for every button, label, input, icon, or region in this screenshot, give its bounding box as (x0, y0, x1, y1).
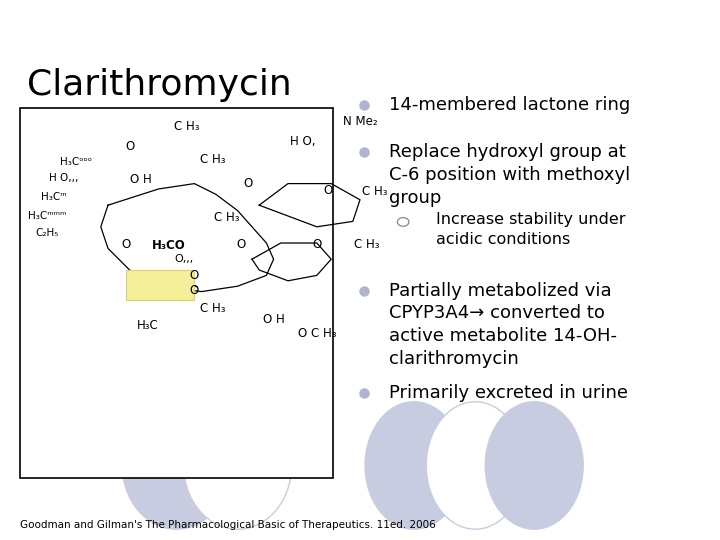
Ellipse shape (485, 402, 583, 529)
Ellipse shape (365, 402, 463, 529)
Text: acidic conditions: acidic conditions (436, 232, 570, 247)
Text: O: O (244, 177, 253, 190)
Text: O: O (190, 284, 199, 297)
Text: Primarily excreted in urine: Primarily excreted in urine (389, 384, 628, 402)
Ellipse shape (184, 402, 292, 529)
Text: C H₃: C H₃ (199, 153, 225, 166)
Text: O: O (312, 238, 321, 251)
Text: H₃Cᵐ: H₃Cᵐ (41, 192, 67, 202)
Text: O C H₃: O C H₃ (297, 327, 336, 340)
Text: Replace hydroxyl group at: Replace hydroxyl group at (389, 143, 626, 161)
Text: Goodman and Gilman's The Pharmacological Basic of Therapeutics. 11ed. 2006: Goodman and Gilman's The Pharmacological… (20, 520, 436, 530)
Text: Partially metabolized via: Partially metabolized via (389, 281, 611, 300)
Text: O: O (125, 140, 134, 153)
Text: N Me₂: N Me₂ (343, 115, 377, 128)
Text: C₂H₅: C₂H₅ (35, 228, 58, 238)
Text: active metabolite 14-OH-: active metabolite 14-OH- (389, 327, 617, 345)
Text: C H₃: C H₃ (214, 211, 240, 224)
Text: C H₃: C H₃ (199, 302, 225, 315)
Text: H O,: H O, (289, 135, 315, 148)
Text: Increase stability under: Increase stability under (436, 212, 625, 227)
Text: clarithromycin: clarithromycin (389, 349, 518, 368)
Text: group: group (389, 188, 441, 207)
FancyBboxPatch shape (126, 270, 194, 300)
Text: C-6 position with methoxyl: C-6 position with methoxyl (389, 166, 630, 184)
Text: O: O (122, 238, 130, 251)
Text: C H₃: C H₃ (354, 238, 380, 251)
Text: CPYP3A4→ converted to: CPYP3A4→ converted to (389, 304, 605, 322)
Text: C H₃: C H₃ (361, 185, 387, 198)
Text: O,,,: O,,, (174, 254, 193, 264)
Text: H₃C: H₃C (137, 319, 158, 332)
Text: O H: O H (263, 313, 284, 326)
Text: Clarithromycin: Clarithromycin (27, 68, 292, 102)
Text: O H: O H (130, 173, 151, 186)
Text: H O,,,: H O,,, (49, 173, 78, 183)
Text: 14-membered lactone ring: 14-membered lactone ring (389, 96, 630, 114)
Text: O: O (190, 269, 199, 282)
Text: O: O (237, 238, 246, 251)
Text: H₃Cᵐᵐᵐ: H₃Cᵐᵐᵐ (27, 211, 66, 221)
Text: H₃CO: H₃CO (153, 239, 186, 252)
Text: C H₃: C H₃ (174, 120, 200, 133)
Ellipse shape (122, 402, 230, 529)
Text: O: O (323, 184, 332, 197)
Ellipse shape (426, 402, 524, 529)
FancyBboxPatch shape (20, 108, 333, 478)
Text: H₃Cᵒᵒᵒ: H₃Cᵒᵒᵒ (60, 157, 91, 167)
